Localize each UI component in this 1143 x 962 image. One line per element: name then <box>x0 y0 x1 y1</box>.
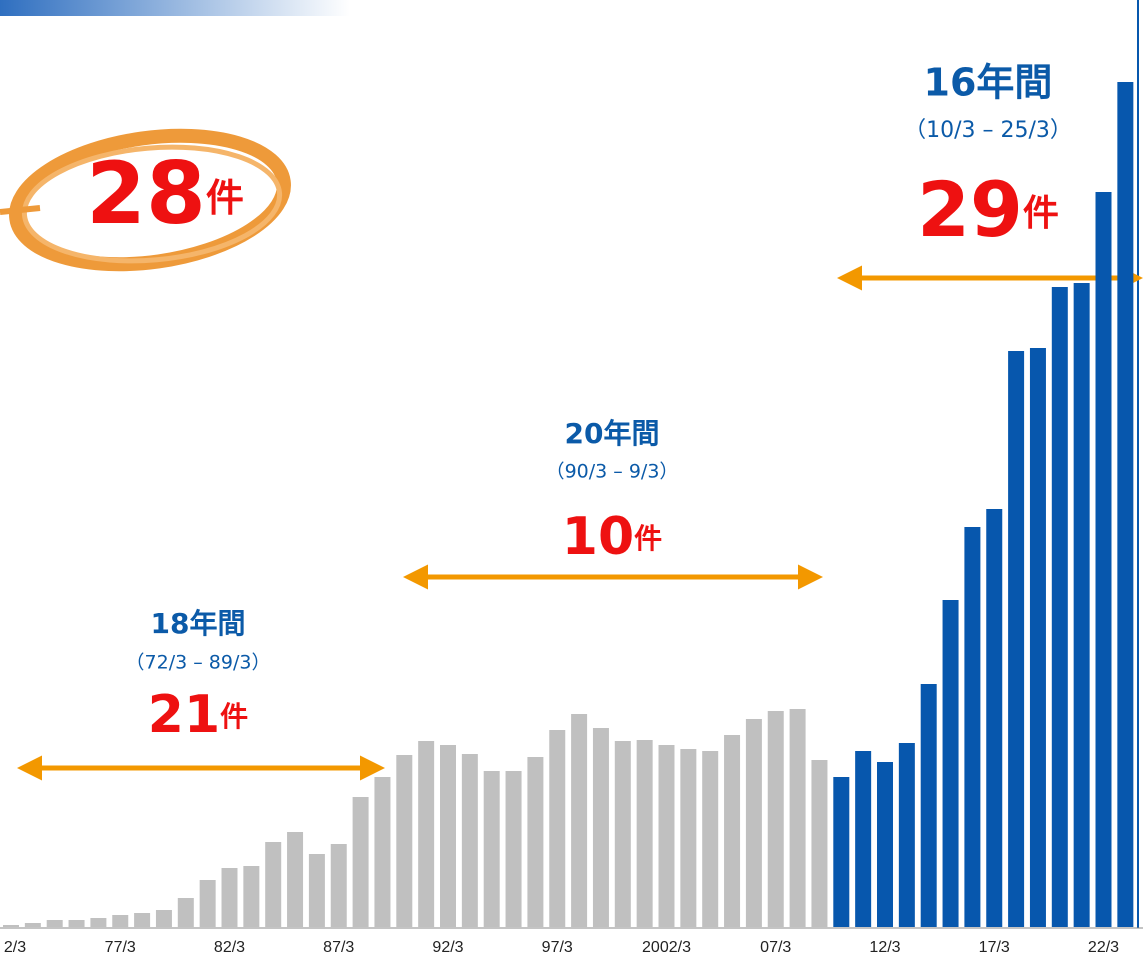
bar <box>964 527 981 927</box>
bar <box>571 714 588 927</box>
bar <box>767 711 784 927</box>
bar <box>549 730 566 927</box>
period-range: （72/3 – 89/3） <box>126 652 271 674</box>
bar <box>461 754 478 927</box>
bar <box>898 743 915 927</box>
bar <box>920 684 937 927</box>
badge-count: 28件 <box>86 144 244 244</box>
period-count: 21件 <box>148 685 248 745</box>
period-title: 16年間 <box>924 61 1053 105</box>
count-number: 29 <box>917 165 1023 254</box>
period-count: 29件 <box>917 165 1059 254</box>
bar <box>1008 351 1025 927</box>
x-tick-label: 22/3 <box>1088 939 1119 956</box>
x-tick-label: 92/3 <box>432 939 463 956</box>
x-tick-label: 17/3 <box>979 939 1010 956</box>
count-number: 21 <box>148 685 220 745</box>
bar <box>243 866 260 927</box>
bar <box>352 797 369 927</box>
bar <box>396 755 413 927</box>
bar <box>702 751 719 927</box>
bar <box>440 745 456 927</box>
bar <box>505 771 522 927</box>
badge-ring <box>0 128 291 272</box>
period-title: 20年間 <box>565 417 660 450</box>
x-tick-label: 2002/3 <box>642 939 691 956</box>
count-number: 10 <box>562 507 634 567</box>
bar <box>1117 82 1134 927</box>
bar <box>833 777 850 927</box>
bar <box>265 842 282 927</box>
bar <box>134 913 151 927</box>
bar <box>855 751 872 927</box>
bar <box>330 844 347 927</box>
bar <box>112 915 129 927</box>
bar <box>636 740 653 927</box>
bar <box>90 918 107 927</box>
bar <box>877 762 893 927</box>
bar <box>789 709 806 927</box>
count-unit: 件 <box>634 522 662 555</box>
bar <box>221 868 238 927</box>
bar <box>942 600 959 927</box>
bar <box>614 741 631 927</box>
bar <box>745 719 762 927</box>
x-tick-label: 97/3 <box>542 939 573 956</box>
period-range: （90/3 – 9/3） <box>546 461 679 483</box>
count-unit: 件 <box>220 700 248 733</box>
x-tick-label: 12/3 <box>869 939 900 956</box>
bar <box>46 920 63 927</box>
bar <box>199 880 216 927</box>
x-tick-label: 2/3 <box>4 939 26 956</box>
bar <box>308 854 325 927</box>
x-tick-label: 87/3 <box>323 939 354 956</box>
bar <box>811 760 828 927</box>
bar <box>374 777 391 927</box>
bar <box>68 920 85 927</box>
bar <box>1095 192 1112 927</box>
bar <box>1029 348 1046 927</box>
bar <box>287 832 304 927</box>
bar <box>418 741 435 927</box>
bar <box>483 771 500 927</box>
bar <box>155 910 172 927</box>
count-unit: 件 <box>1023 193 1059 234</box>
x-tick-label: 77/3 <box>105 939 136 956</box>
bar <box>658 745 675 927</box>
period-title: 18年間 <box>151 607 246 640</box>
bar <box>680 749 697 927</box>
x-tick-label: 82/3 <box>214 939 245 956</box>
bar <box>527 757 544 927</box>
bar <box>592 728 609 927</box>
period-range: （10/3 – 25/3） <box>904 118 1072 143</box>
bar <box>986 509 1003 927</box>
bar <box>3 925 19 927</box>
period-count: 10件 <box>562 507 662 567</box>
bar <box>724 735 741 927</box>
x-tick-label: 07/3 <box>760 939 791 956</box>
bar <box>24 923 41 927</box>
bar <box>1073 283 1090 927</box>
header-strip <box>0 0 350 16</box>
bar <box>177 898 194 927</box>
bar <box>1051 287 1068 927</box>
